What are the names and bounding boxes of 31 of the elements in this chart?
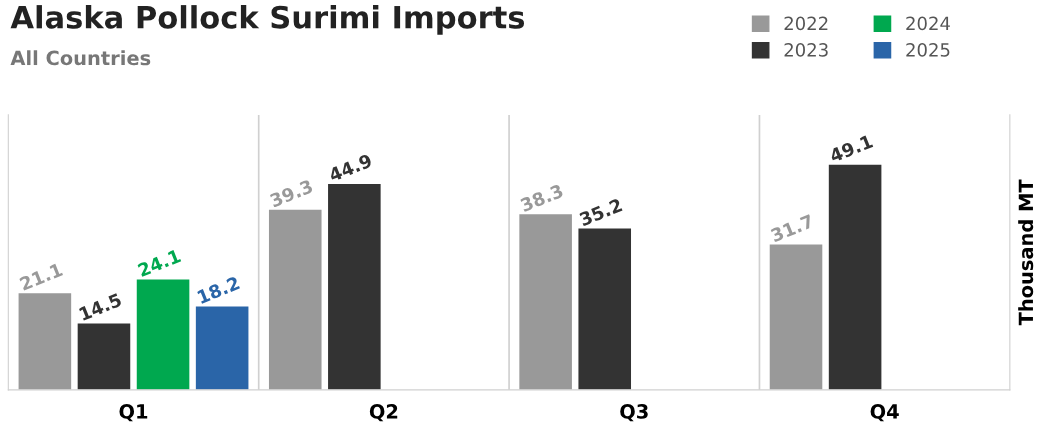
bar [769,244,823,390]
data-label: 24.1 [137,248,182,277]
data-label: 21.1 [19,262,63,291]
bar [578,228,632,390]
legend-label: 2023 [784,43,828,57]
x-tick-label: Q2 [369,404,398,422]
x-tick-label: Q3 [620,404,648,422]
data-label: 31.7 [770,214,815,243]
data-label: 39.3 [269,179,314,208]
legend-label: 2024 [906,16,950,31]
data-label: 44.9 [328,153,373,183]
bar [828,164,882,390]
data-label: 38.3 [519,183,564,213]
bar [18,293,72,390]
data-label: 49.1 [828,134,874,163]
chart-subtitle: All Countries [10,50,151,66]
bar [268,209,322,390]
data-label: 14.5 [78,292,123,321]
chart-title: Alaska Pollock Surimi Imports [10,5,525,35]
y-axis-title: Thousand MT [1018,179,1034,326]
data-label: 18.2 [196,275,241,304]
data-label: 35.2 [578,198,623,227]
bar [136,279,190,390]
x-tick-label: Q1 [119,404,148,422]
bar [328,184,381,390]
bar [195,306,249,390]
legend-label: 2022 [784,16,828,31]
bar [519,214,572,390]
legend-label: 2025 [906,43,950,57]
bar [77,323,131,390]
x-tick-label: Q4 [870,404,899,422]
